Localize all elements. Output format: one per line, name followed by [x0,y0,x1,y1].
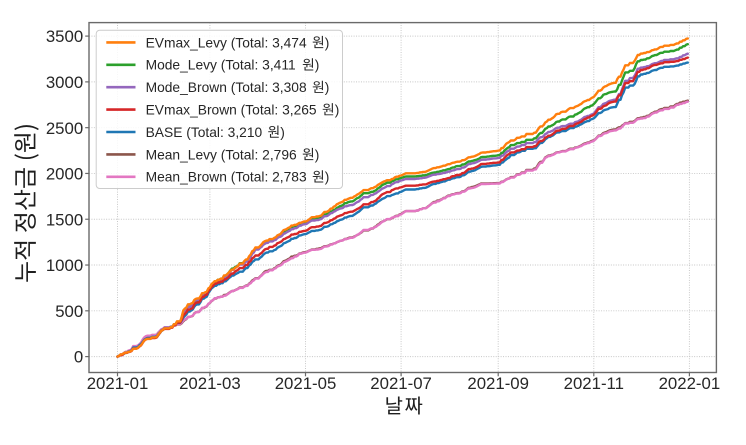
svg-text:500: 500 [55,302,83,321]
svg-text:2021-09: 2021-09 [467,374,529,393]
svg-text:BASE (Total: 3,210: BASE (Total: 3,210 [146,125,263,140]
svg-text:): ) [315,58,320,73]
svg-text:): ) [325,170,330,185]
svg-text:2021-01: 2021-01 [87,374,149,393]
svg-text:3000: 3000 [46,73,83,92]
svg-text:EVmax_Levy (Total: 3,474: EVmax_Levy (Total: 3,474 [146,35,307,50]
svg-text:Mode_Levy (Total: 3,411: Mode_Levy (Total: 3,411 [146,58,296,73]
svg-text:2022-01: 2022-01 [659,374,721,393]
svg-text:3500: 3500 [46,27,83,46]
svg-text:1500: 1500 [46,210,83,229]
svg-text:Mean_Brown (Total: 2,783: Mean_Brown (Total: 2,783 [146,170,307,185]
svg-text:Mean_Levy (Total: 2,796: Mean_Levy (Total: 2,796 [146,147,297,162]
svg-text:): ) [325,35,330,50]
svg-text:2021-07: 2021-07 [370,374,432,393]
svg-text:0: 0 [74,348,83,367]
svg-text:1000: 1000 [46,256,83,275]
svg-text:2500: 2500 [46,119,83,138]
svg-text:): ) [335,103,340,118]
svg-text:EVmax_Brown (Total: 3,265: EVmax_Brown (Total: 3,265 [146,103,317,118]
svg-text:2021-03: 2021-03 [179,374,241,393]
svg-text:Mode_Brown (Total: 3,308: Mode_Brown (Total: 3,308 [146,80,307,95]
svg-text:): ) [280,125,285,140]
svg-text:): ) [325,80,330,95]
svg-text:2021-05: 2021-05 [275,374,337,393]
svg-text:): ) [315,147,320,162]
svg-text:2021-11: 2021-11 [564,374,624,393]
svg-text:2000: 2000 [46,165,83,184]
